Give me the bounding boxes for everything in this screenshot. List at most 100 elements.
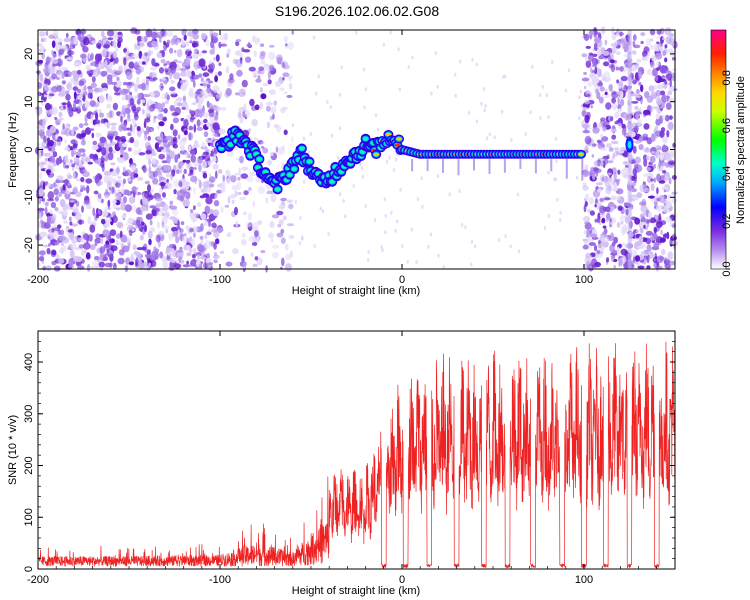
noise-blob [104, 122, 108, 127]
noise-blob [640, 205, 648, 213]
noise-blob [639, 135, 644, 143]
noise-blob [73, 186, 78, 194]
noise-blob [104, 206, 109, 211]
noise-blob [190, 110, 196, 117]
noise-blob [241, 79, 248, 88]
noise-blob [656, 173, 661, 182]
noise-blob [559, 210, 562, 215]
noise-blob [198, 58, 206, 67]
noise-blob [599, 213, 606, 218]
noise-blob [65, 225, 70, 230]
noise-blob [90, 265, 99, 269]
noise-blob [668, 194, 676, 200]
noise-blob [149, 219, 153, 226]
noise-blob [157, 113, 164, 121]
noise-blob [107, 152, 114, 161]
noise-blob [38, 59, 44, 64]
noise-blob [161, 160, 168, 164]
noise-blob [90, 62, 95, 67]
signal-blob [256, 157, 262, 162]
noise-blob [183, 130, 188, 136]
noise-blob [169, 86, 176, 92]
noise-blob [608, 177, 615, 186]
noise-blob [73, 172, 76, 180]
noise-blob [139, 128, 145, 134]
noise-blob [266, 121, 270, 129]
noise-blob [148, 262, 152, 266]
noise-blob [583, 229, 587, 235]
noise-blob [599, 133, 604, 138]
noise-blob [382, 42, 386, 47]
noise-blob [52, 53, 57, 59]
noise-blob [42, 122, 45, 131]
noise-blob [659, 130, 665, 139]
noise-blob [364, 87, 368, 92]
noise-blob [207, 108, 214, 114]
noise-blob [634, 261, 638, 264]
noise-blob [567, 68, 571, 73]
noise-blob [122, 178, 126, 185]
noise-blob [610, 232, 615, 241]
noise-blob [227, 150, 234, 157]
noise-blob [629, 93, 638, 97]
noise-blob [95, 132, 102, 138]
noise-blob [40, 100, 45, 106]
noise-blob [269, 44, 275, 48]
noise-blob [602, 120, 610, 127]
noise-blob [589, 233, 598, 238]
noise-blob [473, 244, 477, 249]
noise-blob [103, 174, 110, 184]
noise-blob [254, 230, 259, 237]
noise-blob [110, 162, 116, 166]
noise-blob [502, 74, 505, 79]
noise-blob [83, 200, 91, 206]
noise-blob [94, 175, 100, 184]
noise-blob [596, 218, 601, 224]
noise-blob [270, 106, 277, 114]
noise-blob [634, 105, 639, 111]
noise-blob [302, 179, 306, 184]
noise-blob [37, 150, 42, 160]
noise-blob [127, 147, 132, 152]
noise-blob [672, 68, 677, 72]
noise-blob [79, 165, 84, 169]
noise-blob [106, 29, 115, 37]
noise-blob [196, 126, 203, 131]
noise-blob [57, 70, 63, 80]
noise-blob [606, 143, 612, 149]
noise-blob [69, 199, 75, 203]
noise-blob [148, 238, 152, 246]
noise-blob [94, 53, 100, 62]
noise-blob [216, 189, 222, 194]
noise-blob [262, 147, 269, 154]
noise-blob [284, 263, 292, 272]
noise-blob [83, 37, 90, 46]
noise-blob [101, 147, 107, 156]
noise-blob [585, 45, 591, 49]
noise-blob [603, 228, 608, 235]
noise-blob [204, 233, 208, 240]
noise-blob [288, 75, 292, 82]
noise-blob [101, 30, 105, 38]
snr-series-line [37, 341, 676, 569]
noise-blob [50, 145, 56, 153]
noise-blob [212, 122, 220, 131]
noise-blob [606, 154, 610, 160]
noise-blob [76, 134, 80, 139]
noise-blob [643, 109, 651, 116]
noise-blob [151, 157, 156, 164]
noise-blob [265, 101, 274, 106]
noise-blob [212, 85, 220, 93]
noise-blob [82, 168, 87, 173]
noise-blob [52, 151, 58, 158]
noise-blob [141, 99, 146, 104]
noise-blob [77, 33, 82, 41]
noise-blob [225, 88, 232, 96]
noise-blob [214, 194, 218, 199]
noise-blob [640, 84, 644, 93]
noise-blob [596, 91, 601, 100]
noise-blob [44, 206, 48, 215]
noise-blob [163, 107, 168, 114]
noise-blob [151, 58, 156, 66]
noise-blob [541, 84, 544, 89]
